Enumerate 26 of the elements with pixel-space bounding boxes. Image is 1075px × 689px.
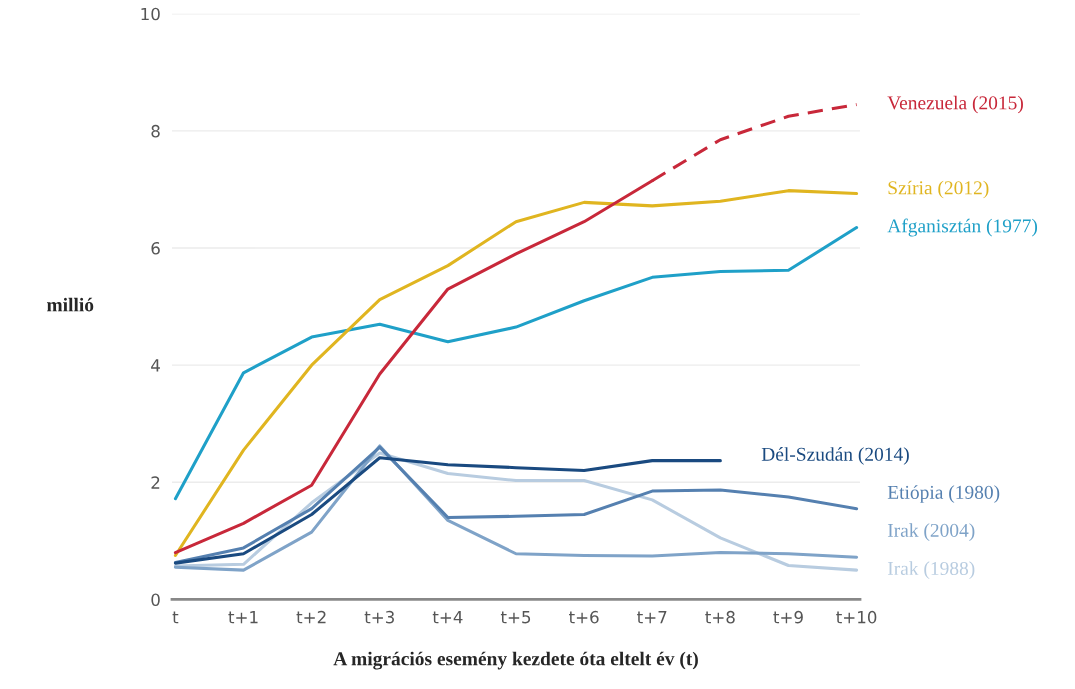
- x-tick-label: t+6: [569, 610, 599, 624]
- x-tick-label: t+3: [364, 610, 394, 624]
- series-label: Venezuela (2015): [887, 95, 1023, 114]
- y-tick-label: 4: [151, 359, 160, 372]
- y-axis-title: millió: [47, 297, 94, 312]
- series-label: Irak (2004): [887, 523, 975, 541]
- x-tick-label: t+7: [637, 611, 667, 624]
- x-tick-label: t+5: [500, 611, 531, 624]
- series-label: Afganisztán (1977): [887, 218, 1038, 237]
- x-tick-label: t+4: [432, 611, 463, 624]
- x-tick-label: t+8: [705, 610, 735, 624]
- y-tick-label: 0: [151, 593, 160, 606]
- x-tick-label: t+9: [773, 610, 803, 624]
- x-tick-label: t+1: [228, 611, 258, 624]
- y-tick-label: 10: [141, 7, 160, 21]
- series-label: Etiópia (1980): [887, 485, 1000, 503]
- series-label: Irak (1988): [887, 561, 975, 579]
- x-tick-label: t+10: [836, 610, 877, 624]
- x-tick-label: t: [172, 611, 179, 624]
- text: Dél-Szudán (2014): [761, 447, 909, 465]
- x-axis-title: A migrációs esemény kezdete óta eltelt év (t): [333, 651, 698, 670]
- y-tick-label: 2: [151, 476, 160, 489]
- x-tick-label: t+2: [296, 610, 326, 624]
- y-tick-label: 8: [151, 124, 160, 138]
- y-tick-label: 6: [151, 242, 160, 255]
- series-label: Szíria (2012): [888, 180, 989, 199]
